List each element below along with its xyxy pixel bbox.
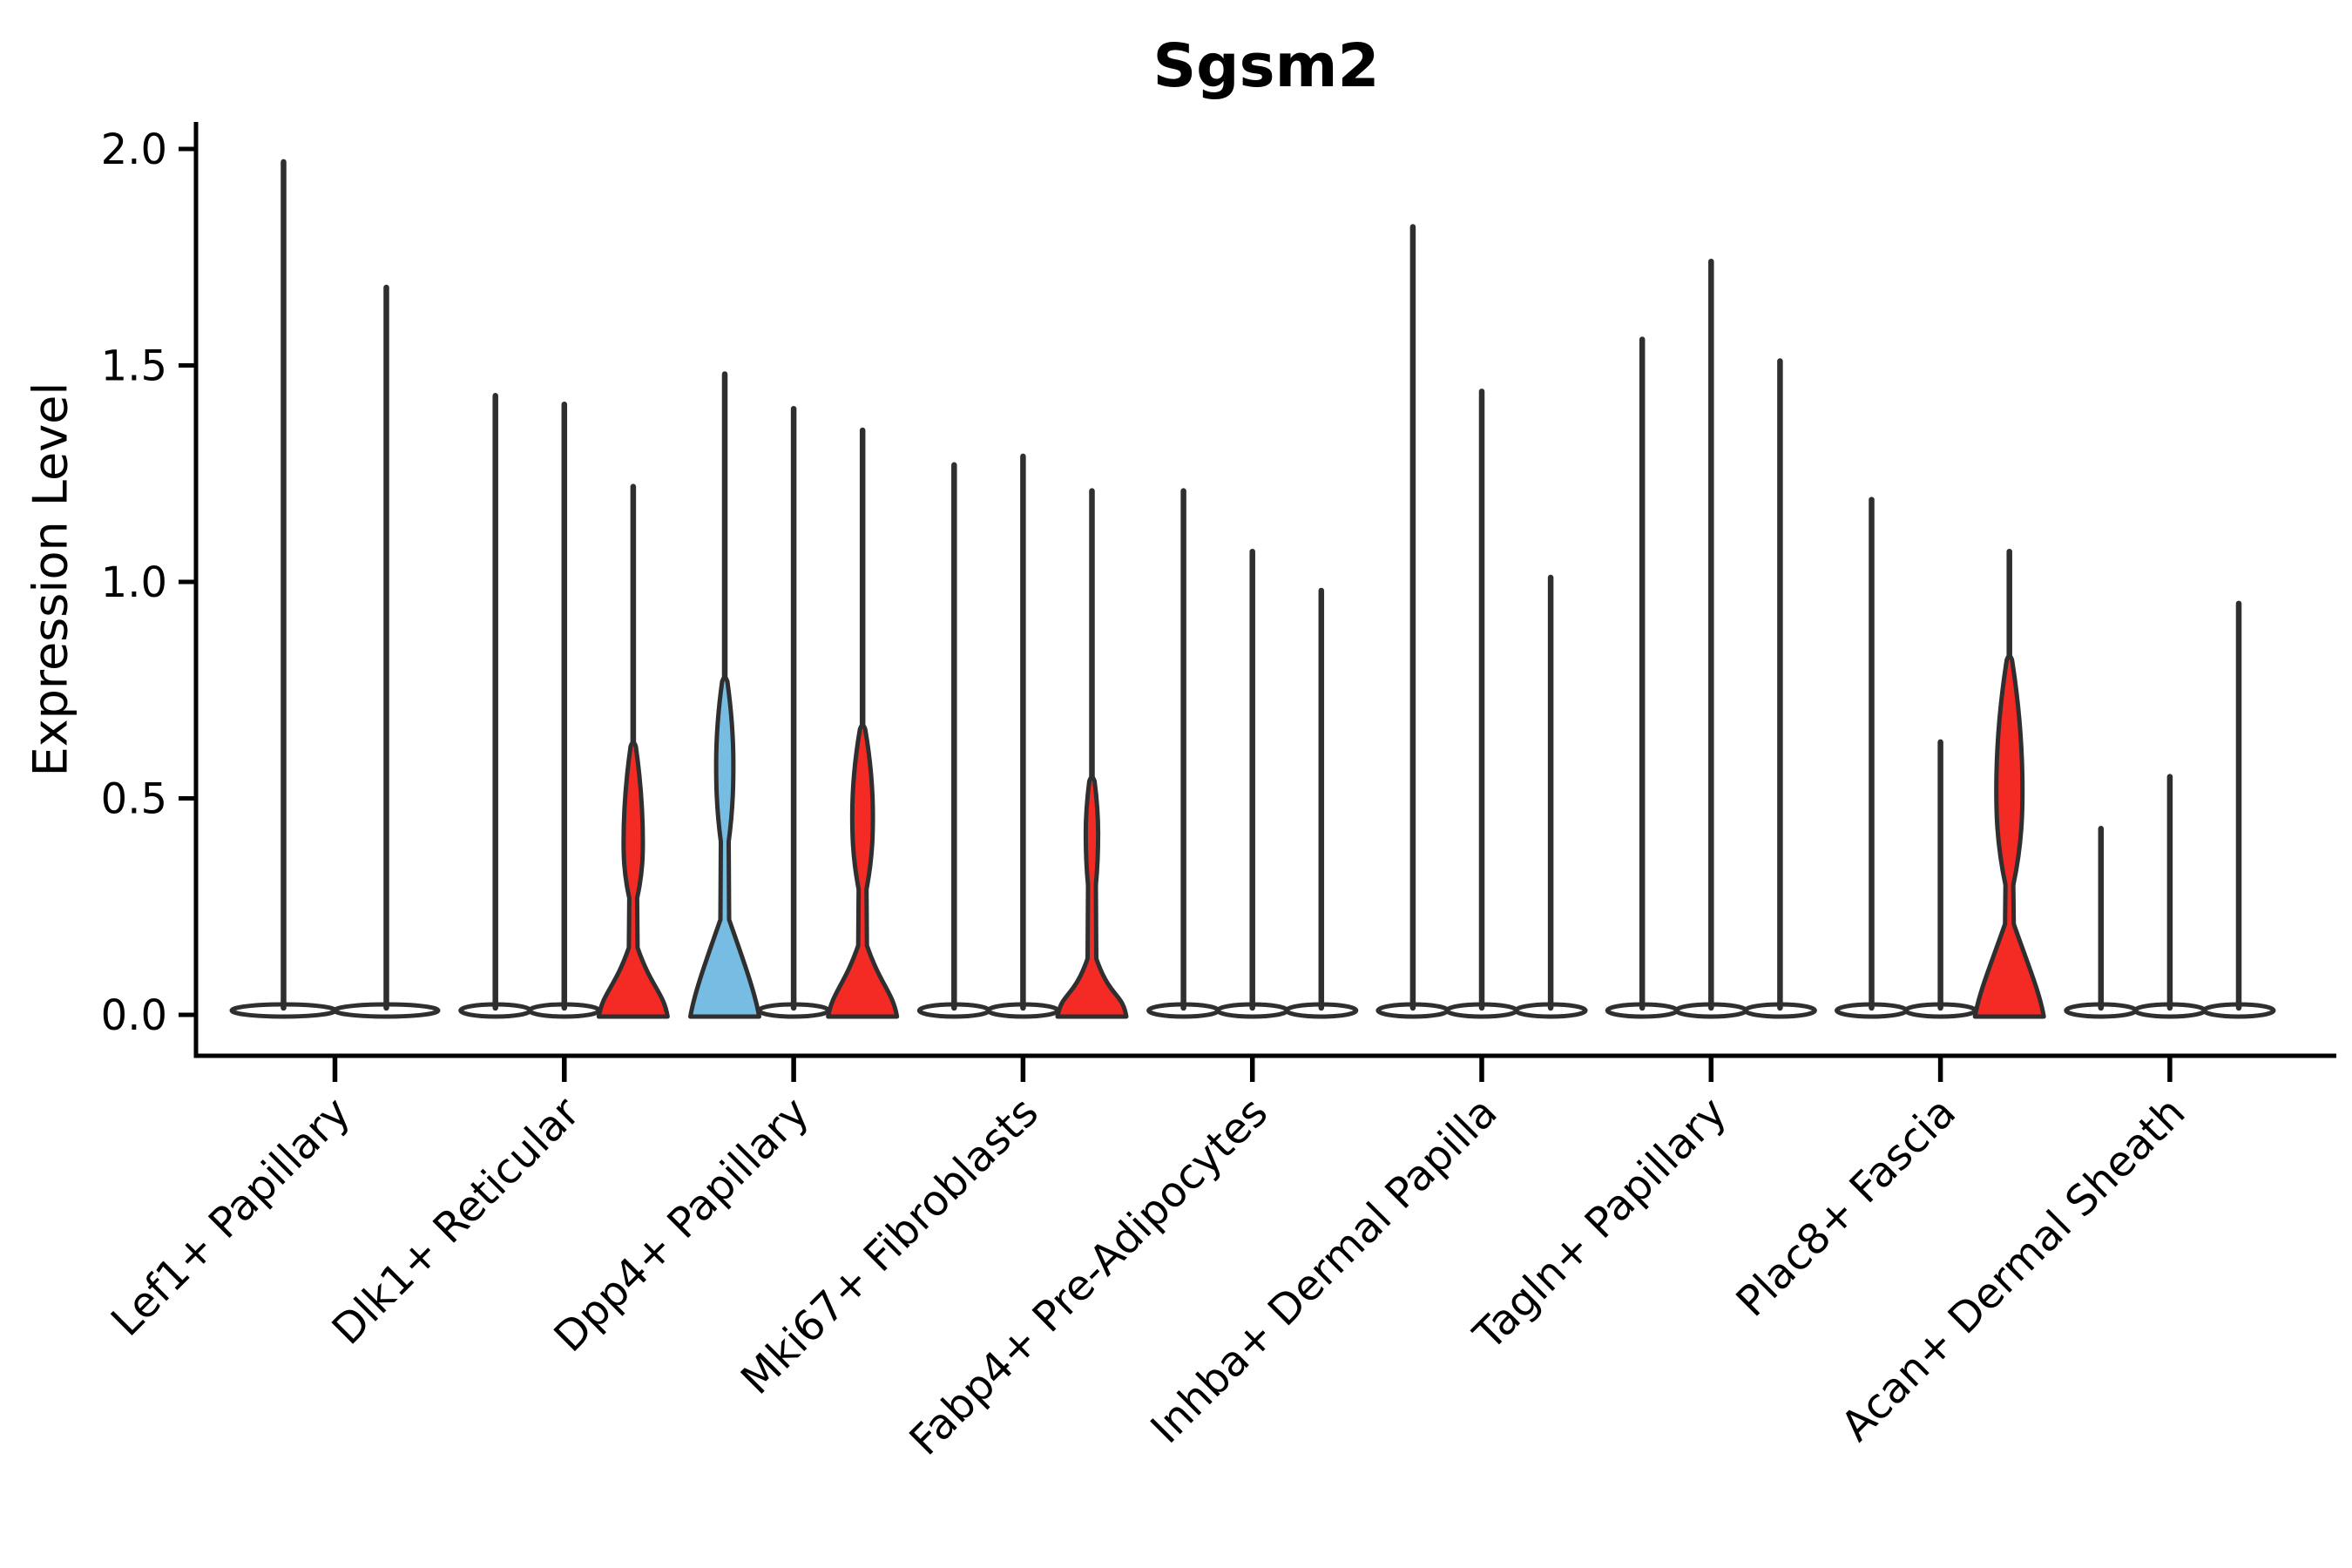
violin-body-red	[826, 722, 900, 1019]
violin-body-red	[1055, 774, 1129, 1019]
y-axis-tick-label: 0.0	[101, 991, 167, 1040]
y-axis-tick-label: 1.5	[101, 342, 167, 391]
violin-body-blue	[688, 675, 761, 1019]
chart-title: Sgsm2	[1152, 31, 1380, 101]
y-axis-tick-label: 2.0	[101, 125, 167, 174]
y-axis-tick-label: 0.5	[101, 775, 167, 824]
x-axis-label: Plac8+ Fascia	[1727, 1088, 1966, 1327]
x-axis-label: Lef1+ Papillary	[102, 1088, 360, 1346]
violin-body-red	[596, 740, 670, 1019]
x-axis-label: Dlk1+ Reticular	[323, 1088, 590, 1355]
x-axis-label: Dpp4+ Papillary	[545, 1088, 819, 1362]
y-axis-tick-label: 1.0	[101, 558, 167, 607]
violin-body-red	[1972, 653, 2046, 1019]
x-axis-label: Tagln+ Papillary	[1463, 1088, 1735, 1360]
